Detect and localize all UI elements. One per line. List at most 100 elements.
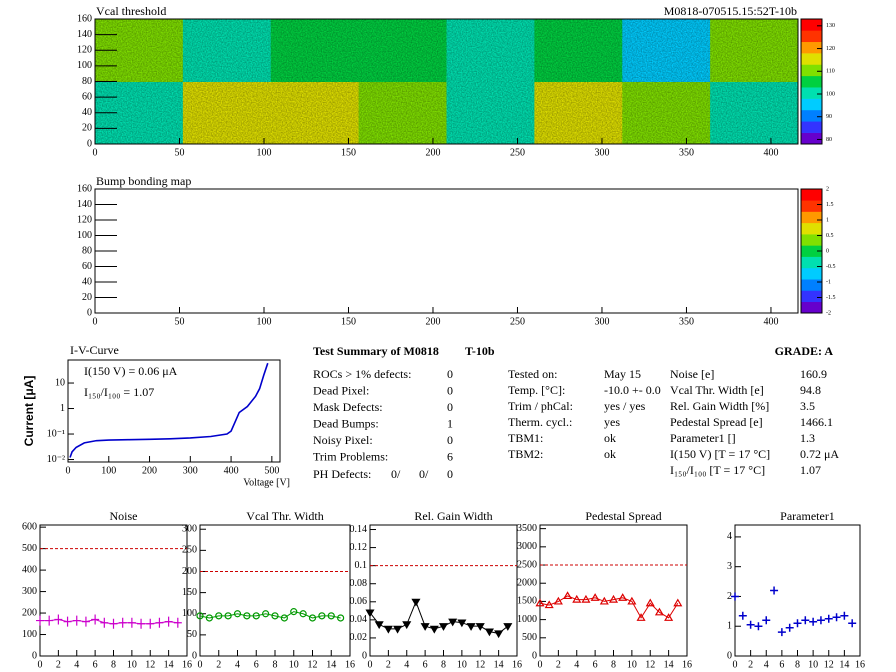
x-tick-label: 50 bbox=[174, 147, 184, 158]
data-point bbox=[770, 586, 779, 595]
data-point bbox=[503, 623, 513, 631]
y-tick-label: 200 bbox=[182, 566, 197, 577]
data-line bbox=[40, 618, 178, 625]
data-point bbox=[383, 625, 393, 634]
data-point bbox=[563, 591, 573, 600]
y-tick-label: 10⁻¹ bbox=[47, 428, 65, 439]
y-tick-label: 60 bbox=[82, 91, 92, 102]
condition-value: yes / yes bbox=[604, 399, 646, 413]
colorbar-segment bbox=[801, 121, 822, 133]
y-tick-label: 50 bbox=[187, 629, 197, 640]
annotation: I(150 V) = 0.06 μA bbox=[84, 364, 178, 378]
colorbar-segment bbox=[801, 301, 822, 314]
data-point bbox=[196, 612, 204, 620]
data-point bbox=[224, 612, 232, 620]
x-tick-label: 12 bbox=[475, 659, 485, 670]
x-tick-label: 200 bbox=[425, 316, 440, 327]
x-tick-label: 300 bbox=[594, 316, 609, 327]
colorbar-segment bbox=[801, 234, 822, 246]
x-tick-label: 16 bbox=[512, 659, 522, 670]
y-tick-label: 600 bbox=[22, 521, 37, 532]
data-point bbox=[544, 600, 554, 609]
x-tick-label: 50 bbox=[174, 316, 184, 327]
ph-defects-label: PH Defects: bbox=[313, 467, 371, 481]
colorbar-segment bbox=[801, 200, 822, 212]
y-tick-label: 20 bbox=[82, 292, 92, 303]
defect-value: 0 bbox=[447, 383, 453, 397]
data-point bbox=[45, 615, 54, 626]
colorbar-segment bbox=[801, 41, 822, 54]
grade: GRADE: A bbox=[775, 344, 834, 358]
x-tick-label: 0 bbox=[38, 659, 43, 670]
x-tick-label: 400 bbox=[763, 147, 778, 158]
x-tick-label: 300 bbox=[594, 147, 609, 158]
y-tick-label: 150 bbox=[182, 587, 197, 598]
data-point bbox=[271, 612, 279, 620]
y-tick-label: 200 bbox=[22, 607, 37, 618]
x-tick-label: 250 bbox=[510, 147, 525, 158]
data-point bbox=[146, 618, 155, 629]
y-tick-label: 2500 bbox=[517, 559, 537, 570]
x-tick-label: 2 bbox=[386, 659, 391, 670]
y-tick-label: 0 bbox=[192, 650, 197, 661]
data-point bbox=[155, 617, 164, 628]
colorbar-tick-label: 1 bbox=[826, 217, 829, 223]
y-tick-label: 10⁻² bbox=[47, 454, 65, 465]
colorbar-segment bbox=[801, 64, 822, 77]
data-point bbox=[91, 614, 100, 625]
data-points bbox=[196, 608, 345, 622]
defect-label: ROCs > 1% defects: bbox=[313, 367, 411, 381]
x-tick-label: 4 bbox=[764, 659, 769, 670]
y-tick-label: 100 bbox=[182, 608, 197, 619]
y-tick-label: 1 bbox=[60, 403, 65, 414]
y-tick-label: 0.12 bbox=[350, 542, 368, 553]
colorbar-segment bbox=[801, 75, 822, 88]
colorbar-segment bbox=[801, 267, 822, 280]
data-point bbox=[173, 617, 182, 628]
x-tick-label: 16 bbox=[345, 659, 355, 670]
data-point bbox=[581, 594, 591, 603]
data-point bbox=[785, 623, 794, 632]
data-point bbox=[438, 623, 449, 631]
ph-defect-value: 0 bbox=[447, 467, 453, 481]
annotation: I₁₅₀/I₁₀₀ = 1.07 bbox=[84, 385, 154, 399]
data-points bbox=[731, 586, 857, 637]
colorbar-segment bbox=[801, 245, 822, 257]
colorbar-tick-label: 1.5 bbox=[826, 202, 834, 208]
data-point bbox=[81, 616, 90, 627]
y-tick-label: 1000 bbox=[517, 614, 537, 625]
heatmap-texture bbox=[95, 19, 798, 144]
module-name: T-10b bbox=[465, 344, 495, 358]
x-tick-label: 14 bbox=[664, 659, 674, 670]
x-tick-label: 14 bbox=[839, 659, 849, 670]
y-axis-label: Current [μA] bbox=[22, 376, 36, 447]
result-value: 1.07 bbox=[800, 463, 821, 477]
y-tick-label: 300 bbox=[22, 586, 37, 597]
y-tick-label: 140 bbox=[77, 199, 92, 210]
data-point bbox=[243, 612, 251, 620]
result-label: Vcal Thr. Width [e] bbox=[670, 383, 764, 397]
data-point bbox=[466, 623, 476, 631]
plot-frame bbox=[39, 524, 188, 657]
defect-label: Noisy Pixel: bbox=[313, 433, 373, 447]
data-point bbox=[411, 598, 421, 607]
plot-frame bbox=[67, 359, 281, 463]
y-tick-label: 0 bbox=[87, 138, 92, 149]
x-tick-label: 350 bbox=[679, 147, 694, 158]
x-tick-label: 8 bbox=[795, 659, 800, 670]
y-tick-label: 60 bbox=[82, 261, 92, 272]
y-tick-label: 0.14 bbox=[350, 524, 368, 535]
y-tick-label: 100 bbox=[22, 629, 37, 640]
x-tick-label: 0 bbox=[538, 659, 543, 670]
colorbar-segment bbox=[801, 211, 822, 224]
colorbar-tick-label: -0.5 bbox=[826, 264, 836, 270]
colorbar-tick-label: -2 bbox=[826, 310, 831, 316]
colorbar-segment bbox=[801, 98, 822, 111]
y-tick-label: 40 bbox=[82, 107, 92, 118]
y-tick-label: 160 bbox=[77, 183, 92, 194]
x-tick-label: 12 bbox=[308, 659, 318, 670]
plot-frame bbox=[734, 524, 861, 657]
plot-title: Noise bbox=[110, 509, 138, 523]
ph-defect-value: 0/ bbox=[419, 467, 429, 481]
plot-frame bbox=[94, 188, 799, 314]
